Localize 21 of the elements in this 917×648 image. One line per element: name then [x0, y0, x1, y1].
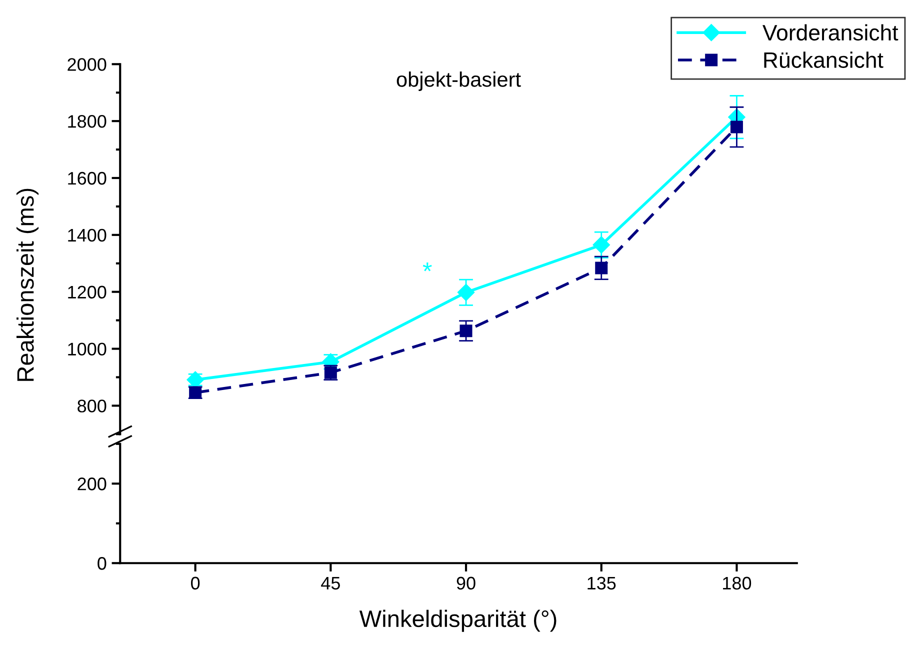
- x-tick-label: 135: [588, 576, 616, 590]
- y-tick-label: 1000: [68, 342, 106, 356]
- x-axis-title: Winkeldisparität (°): [359, 610, 556, 632]
- point: [460, 324, 472, 338]
- y-tick-label: 1200: [68, 286, 106, 299]
- legend-label: Rückansicht: [764, 52, 884, 68]
- chart-title: objekt-basiert: [396, 72, 521, 91]
- x-tick-label: 180: [723, 576, 752, 590]
- y-tick-label: 2000: [68, 58, 106, 71]
- x-tick-label: 0: [191, 576, 200, 590]
- y-tick-label: 1800: [68, 115, 106, 128]
- x-tick-label: 45: [321, 576, 340, 590]
- annotation: *: [422, 262, 432, 272]
- y-tick-label: 200: [78, 478, 106, 490]
- y-axis-title: Reaktionszeit (ms): [16, 188, 39, 381]
- x-tick-label: 90: [456, 576, 476, 590]
- y-tick-label: 1400: [68, 228, 106, 242]
- y-tick-label: 0: [98, 557, 106, 570]
- y-tick-label: 800: [78, 400, 106, 412]
- y-tick-label: 1600: [68, 172, 106, 185]
- legend-label: Vorderansicht: [762, 24, 898, 41]
